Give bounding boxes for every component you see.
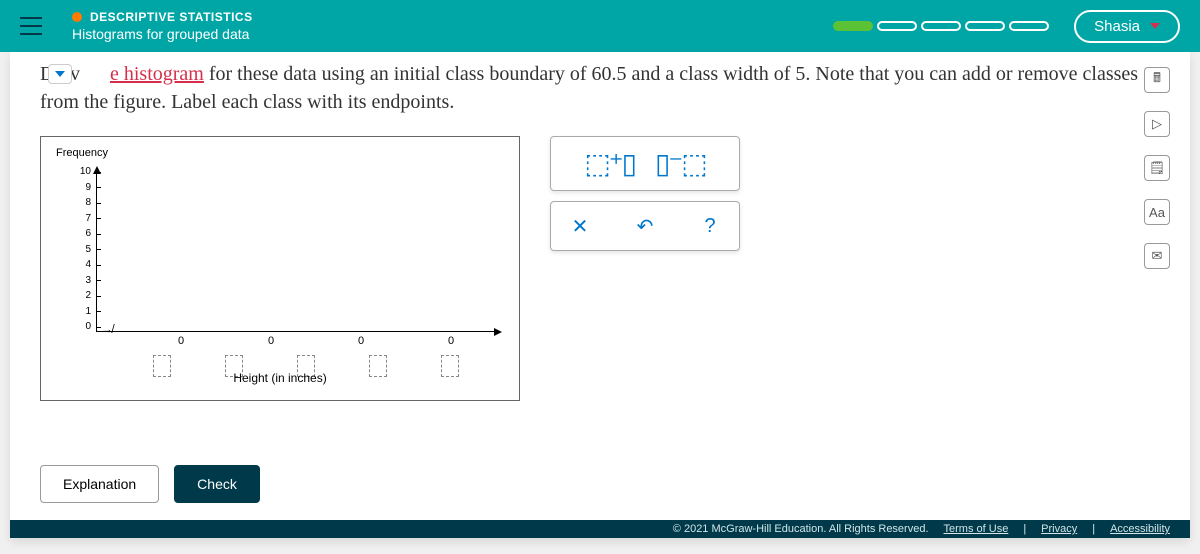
copyright-text: © 2021 McGraw-Hill Education. All Rights… [673,523,929,535]
category-label: DESCRIPTIVE STATISTICS [90,10,253,24]
y-axis [96,172,97,332]
menu-icon[interactable] [20,17,42,35]
axis-break-icon: ↛ [101,322,113,336]
x-values: 0 0 0 0 [136,335,496,347]
y-tick: 4 [71,259,96,270]
header-titles: DESCRIPTIVE STATISTICS Histograms for gr… [72,10,833,42]
category-dot-icon [72,12,82,22]
accessibility-link[interactable]: Accessibility [1110,523,1170,535]
font-icon[interactable]: Aa [1144,199,1170,225]
user-menu[interactable]: Shasia [1074,10,1180,43]
remove-bar-icon[interactable]: ▯⁻⬚ [655,147,706,180]
play-icon[interactable]: ▷ [1144,111,1170,137]
check-button[interactable]: Check [174,465,260,503]
histogram-link[interactable]: e histogram [110,63,204,85]
progress-seg [1009,21,1049,31]
add-bar-icon[interactable]: ⬚⁺▯ [584,147,635,180]
terms-link[interactable]: Terms of Use [944,523,1009,535]
action-tools: ✕ ↶ ? [550,201,740,251]
category-row: DESCRIPTIVE STATISTICS [72,10,833,24]
progress-seg [877,21,917,31]
x-axis-label: Height (in inches) [233,371,326,385]
progress-seg [833,21,873,31]
y-tick: 2 [71,290,96,301]
y-axis-label: Frequency [56,147,108,159]
histogram-chart[interactable]: Frequency 109876543210 ↛ 0000 Height (in… [40,136,520,401]
y-tick: 0 [71,321,96,332]
app-header: DESCRIPTIVE STATISTICS Histograms for gr… [0,0,1200,52]
explanation-button[interactable]: Explanation [40,465,159,503]
footer: © 2021 McGraw-Hill Education. All Rights… [10,520,1190,538]
tool-panel: ⬚⁺▯ ▯⁻⬚ ✕ ↶ ? [550,136,740,401]
instruction-body: for these data using an initial class bo… [40,63,1138,113]
mail-icon[interactable]: ✉ [1144,243,1170,269]
class-label-input[interactable] [153,355,171,377]
progress-seg [921,21,961,31]
y-tick: 6 [71,228,96,239]
y-tick: 1 [71,306,96,317]
topic-subtitle: Histograms for grouped data [72,26,833,42]
content-row: Frequency 109876543210 ↛ 0000 Height (in… [10,126,1190,411]
chart-axes: 109876543210 ↛ 0000 [96,172,496,342]
chevron-down-icon [1150,23,1160,29]
instruction-text: Drav e histogram for these data using an… [10,52,1190,126]
x-value: 0 [448,335,454,347]
bar-tools: ⬚⁺▯ ▯⁻⬚ [550,136,740,191]
x-value: 0 [178,335,184,347]
y-tick: 5 [71,244,96,255]
y-tick: 7 [71,213,96,224]
y-ticks: 109876543210 [71,172,96,332]
bottom-buttons: Explanation Check [40,465,260,503]
y-tick: 10 [71,166,96,177]
main-panel: Drav e histogram for these data using an… [10,52,1190,538]
y-tick: 8 [71,197,96,208]
collapse-toggle[interactable] [48,64,72,84]
y-tick: 9 [71,182,96,193]
chevron-down-icon [55,71,65,77]
clear-button[interactable]: ✕ [566,212,594,240]
notepad-icon[interactable]: 🗒 [1144,155,1170,181]
privacy-link[interactable]: Privacy [1041,523,1077,535]
help-button[interactable]: ? [696,212,724,240]
side-toolbar: 🖩 ▷ 🗒 Aa ✉ [1144,67,1170,269]
undo-button[interactable]: ↶ [631,212,659,240]
calculator-icon[interactable]: 🖩 [1144,67,1170,93]
progress-indicator [833,21,1049,31]
y-tick: 3 [71,275,96,286]
x-value: 0 [268,335,274,347]
x-value: 0 [358,335,364,347]
class-label-input[interactable] [369,355,387,377]
x-axis [96,331,496,332]
progress-seg [965,21,1005,31]
user-name: Shasia [1094,18,1140,35]
class-label-input[interactable] [441,355,459,377]
